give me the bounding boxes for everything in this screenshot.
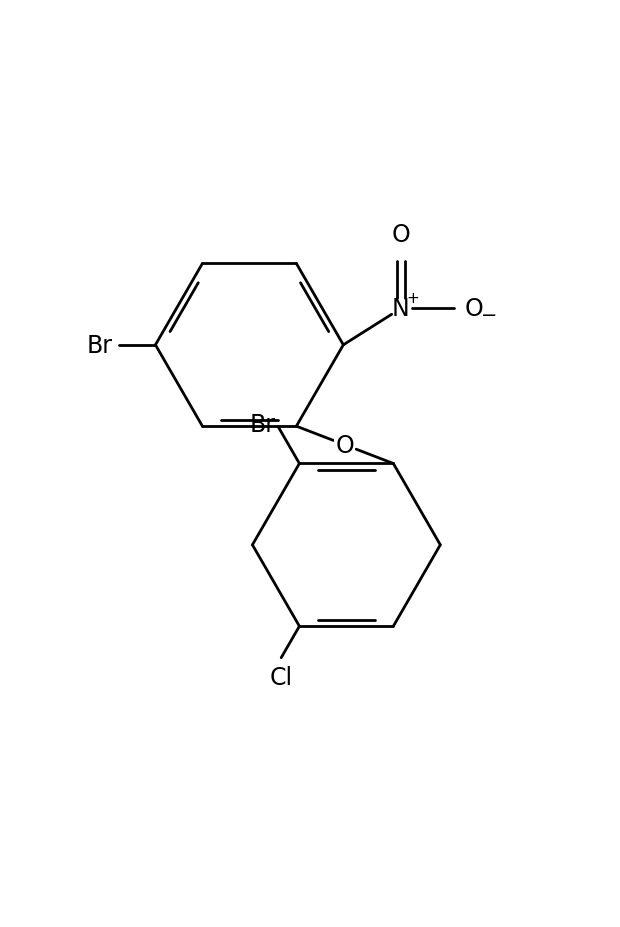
Text: O: O xyxy=(464,298,484,321)
Text: N: N xyxy=(392,298,410,321)
Text: Cl: Cl xyxy=(270,666,293,689)
Text: Br: Br xyxy=(249,413,275,437)
Text: O: O xyxy=(392,222,410,247)
Text: Br: Br xyxy=(87,334,113,358)
Text: −: − xyxy=(480,306,497,324)
Text: O: O xyxy=(335,433,354,457)
Text: +: + xyxy=(407,291,419,306)
